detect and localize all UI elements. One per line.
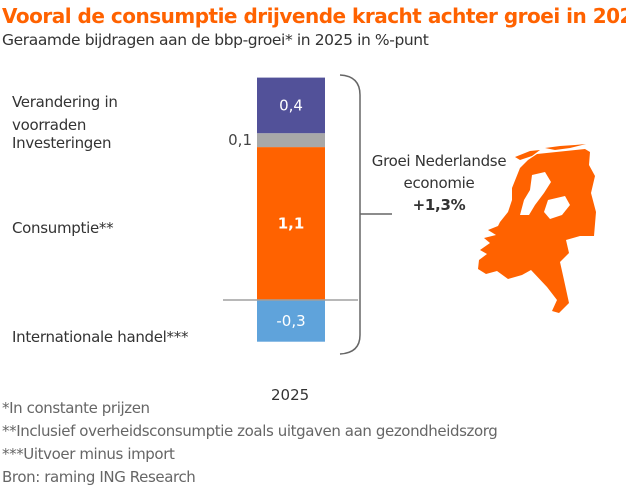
total-label-line1: Groei Nederlandse: [371, 152, 507, 170]
category-label-investeringen: Investeringen: [12, 134, 112, 152]
bar-segment-investeringen: [257, 133, 325, 148]
category-label-voorraden-line2: voorraden: [12, 116, 87, 134]
bar-value-label: -0,3: [276, 312, 305, 330]
total-growth-label: Groei Nederlandse economie +1,3%: [364, 150, 514, 216]
footnote-3: ***Uitvoer minus import: [2, 445, 175, 463]
chart-subtitle: Geraamde bijdragen aan de bbp-groei* in …: [2, 31, 429, 49]
total-label-line2: economie: [403, 174, 475, 192]
category-label-voorraden-line1: Verandering in: [12, 93, 118, 111]
bar-value-label: 0,4: [279, 96, 303, 114]
bar-value-label: 0,1: [228, 131, 252, 149]
category-label-handel: Internationale handel***: [12, 328, 189, 346]
bar-segment-consumptie: [257, 147, 325, 300]
bar-value-label: 1,1: [278, 215, 305, 233]
netherlands-map-icon: [478, 144, 596, 313]
bar-segment-verandering-in-voorraden: [257, 77, 325, 134]
bar-segment-internationale-handel: [257, 300, 325, 342]
total-growth-value: +1,3%: [412, 196, 466, 214]
x-tick-2025: 2025: [271, 386, 310, 404]
total-brace: [339, 74, 361, 355]
category-label-consumptie: Consumptie**: [12, 219, 114, 237]
chart-title: Vooral de consumptie drijvende kracht ac…: [2, 4, 626, 28]
footnote-1: *In constante prijzen: [2, 399, 150, 417]
footnote-2: **Inclusief overheidsconsumptie zoals ui…: [2, 422, 498, 440]
footnote-source: Bron: raming ING Research: [2, 468, 196, 486]
